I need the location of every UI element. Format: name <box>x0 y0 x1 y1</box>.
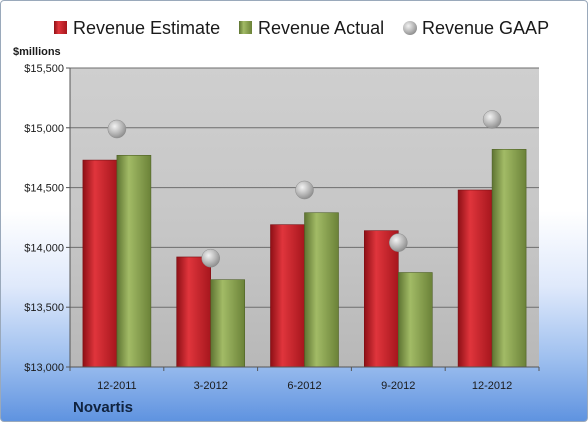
bar-revenue-actual <box>116 155 152 368</box>
y-axis-ticks: $13,000 $13,500 $14,000 $14,500 $15,000 $15,5… <box>24 63 70 374</box>
y-tick-label: $13,500 <box>24 302 64 314</box>
y-tick-label: $14,500 <box>24 183 64 195</box>
legend-label-actual: Revenue Actual <box>258 18 384 38</box>
legend-swatch-estimate <box>54 21 67 34</box>
marker-revenue-gaap <box>482 110 502 129</box>
legend: Revenue Estimate Revenue Actual Revenue … <box>54 18 549 38</box>
marker-revenue-gaap <box>107 119 127 139</box>
legend-label-gaap: Revenue GAAP <box>422 18 549 38</box>
legend-swatch-gaap <box>403 21 417 35</box>
x-tick-label: 3-2012 <box>194 380 228 392</box>
marker-revenue-gaap <box>295 180 314 200</box>
marker-revenue-gaap <box>389 233 408 252</box>
bar-revenue-actual <box>304 212 339 368</box>
legend-label-estimate: Revenue Estimate <box>73 18 220 38</box>
y-tick-label: $15,500 <box>24 63 64 75</box>
x-tick-label: 12-2011 <box>97 380 137 392</box>
bar-revenue-estimate <box>82 159 118 368</box>
x-tick-label: 6-2012 <box>287 380 321 392</box>
y-unit-label: $millions <box>13 46 61 58</box>
bar-revenue-actual <box>210 279 245 368</box>
x-tick-label: 9-2012 <box>381 380 415 392</box>
y-tick-label: $14,000 <box>24 242 64 254</box>
bar-revenue-actual <box>397 272 433 368</box>
y-tick-label: $13,000 <box>24 362 64 374</box>
legend-swatch-actual <box>239 21 252 34</box>
bar-revenue-actual <box>491 149 527 368</box>
marker-revenue-gaap <box>201 248 220 268</box>
bar-revenue-estimate <box>270 224 305 368</box>
company-name: Novartis <box>73 399 134 416</box>
gaap-markers <box>107 110 502 268</box>
bar-revenue-estimate <box>176 256 211 368</box>
x-tick-label: 12-2012 <box>472 380 512 392</box>
bar-revenue-estimate <box>457 189 493 368</box>
bars <box>82 149 527 368</box>
x-axis-ticks: 12-2011 3-2012 6-2012 9-2012 12-2012 <box>69 367 540 392</box>
bar-revenue-estimate <box>363 230 399 368</box>
y-tick-label: $15,000 <box>24 123 64 135</box>
